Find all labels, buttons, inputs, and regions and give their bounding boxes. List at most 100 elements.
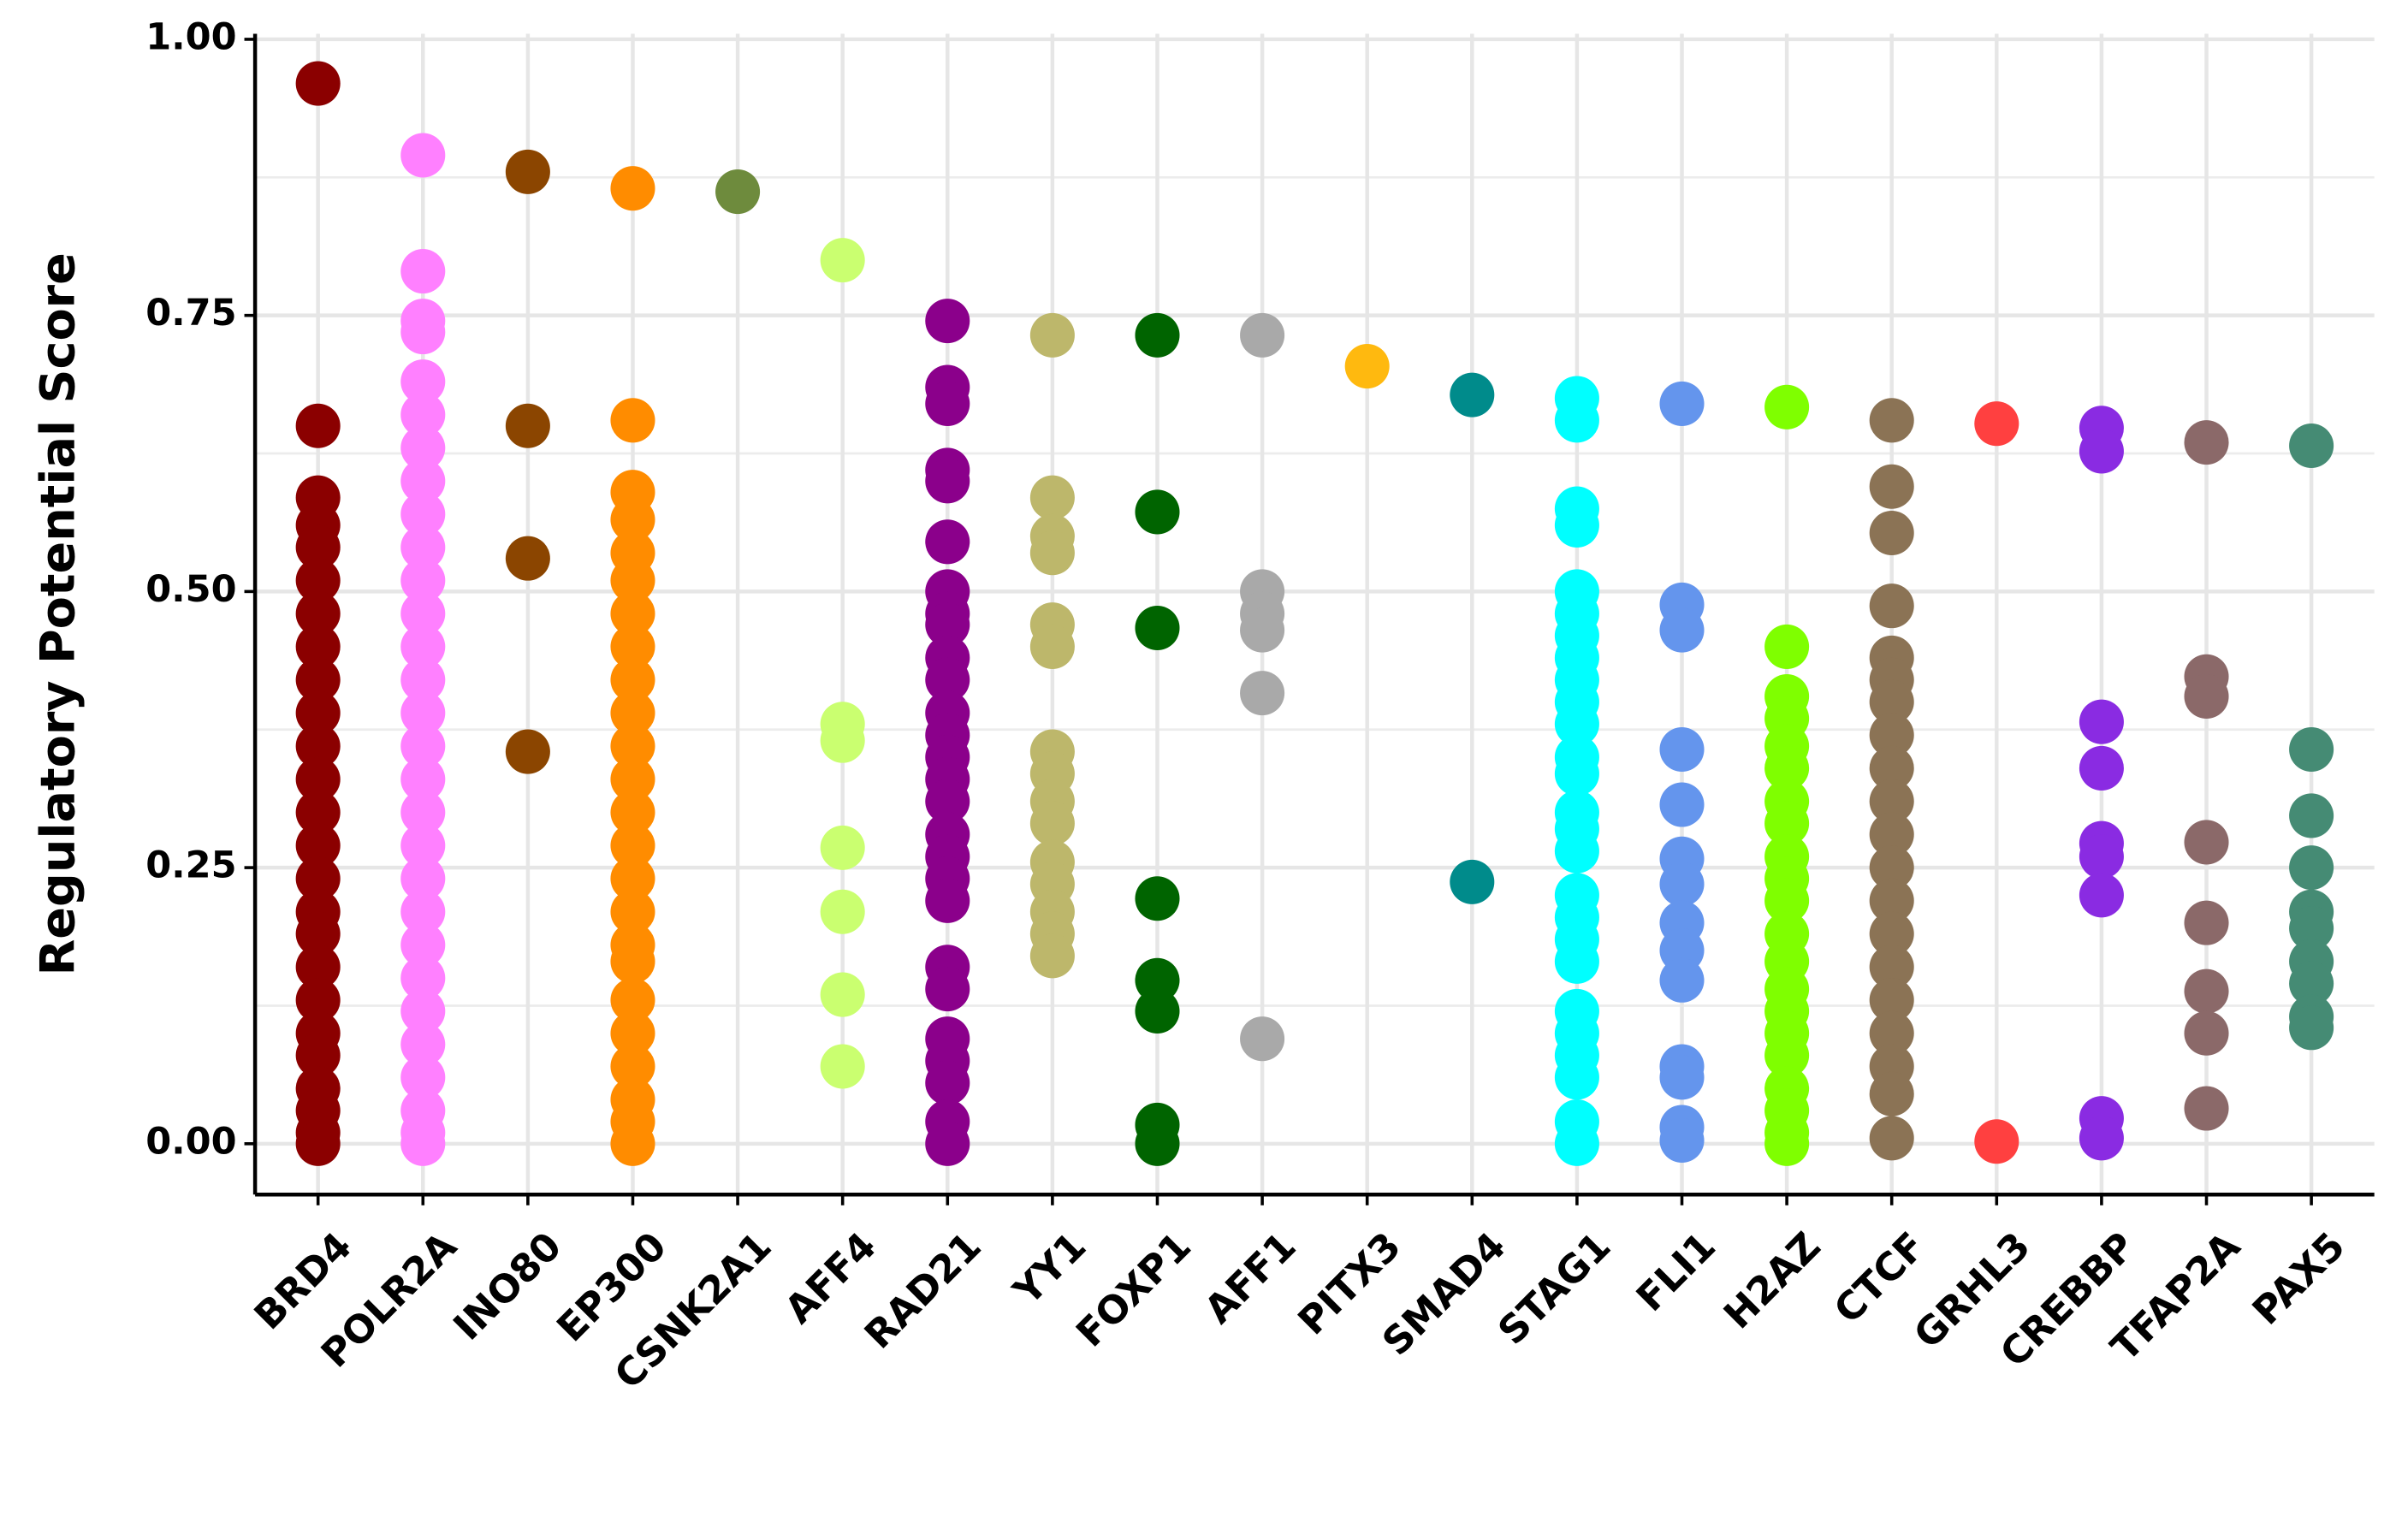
point	[295, 756, 341, 802]
point	[2079, 834, 2124, 880]
point	[2184, 1010, 2229, 1056]
point	[400, 249, 446, 294]
point	[610, 624, 655, 669]
point	[610, 690, 655, 736]
point	[1869, 464, 1914, 509]
point	[295, 624, 341, 669]
point	[505, 149, 550, 194]
point	[2184, 673, 2229, 720]
point	[295, 945, 341, 990]
point	[400, 425, 446, 471]
point	[400, 558, 446, 603]
point	[1764, 878, 1810, 923]
point	[1135, 312, 1180, 358]
point	[505, 729, 550, 774]
point	[400, 1022, 446, 1067]
point	[2184, 968, 2229, 1014]
point	[610, 1121, 655, 1166]
point	[715, 169, 761, 215]
point	[400, 690, 446, 736]
point	[400, 724, 446, 769]
point	[1240, 1016, 1285, 1062]
point	[1869, 583, 1914, 629]
point	[820, 889, 865, 934]
point	[610, 1010, 655, 1056]
point	[925, 1060, 970, 1105]
point	[505, 536, 550, 581]
point	[925, 602, 970, 648]
point	[400, 657, 446, 702]
point	[610, 591, 655, 637]
point	[1029, 624, 1075, 669]
point	[400, 922, 446, 968]
point	[295, 724, 341, 769]
point	[1554, 828, 1599, 874]
point	[1869, 977, 1914, 1023]
point	[400, 790, 446, 835]
point	[2289, 423, 2334, 469]
point	[1974, 401, 2019, 447]
point	[400, 310, 446, 355]
point	[1029, 801, 1075, 846]
point	[610, 939, 655, 984]
point	[2079, 699, 2124, 744]
point	[400, 459, 446, 504]
point	[1869, 398, 1914, 443]
point	[1764, 745, 1810, 791]
point	[295, 524, 341, 570]
point	[295, 977, 341, 1023]
point	[1240, 607, 1285, 653]
point	[610, 1044, 655, 1089]
point	[1554, 751, 1599, 797]
point	[1659, 1117, 1705, 1163]
point	[2289, 1005, 2334, 1051]
point	[1554, 502, 1599, 548]
point	[295, 657, 341, 702]
x-tick-label: INO80	[444, 1223, 570, 1349]
point	[400, 624, 446, 669]
point	[2289, 793, 2334, 838]
point	[1869, 845, 1914, 891]
point	[2289, 961, 2334, 1006]
point	[1869, 745, 1914, 791]
point	[295, 403, 341, 448]
y-tick-label: 0.00	[145, 1120, 236, 1163]
point	[2184, 1086, 2229, 1131]
point	[400, 1055, 446, 1100]
point	[400, 591, 446, 637]
x-tick-label: H2AZ	[1715, 1223, 1830, 1338]
point	[820, 718, 865, 763]
point	[1869, 945, 1914, 990]
point	[1869, 679, 1914, 725]
point	[925, 657, 970, 702]
point	[400, 856, 446, 902]
point	[1135, 489, 1180, 535]
point	[1029, 312, 1075, 358]
point	[2079, 745, 2124, 791]
point	[925, 779, 970, 824]
point	[1135, 1121, 1180, 1166]
point	[610, 398, 655, 443]
point	[1029, 475, 1075, 520]
point	[1554, 939, 1599, 984]
point	[1554, 1121, 1599, 1166]
y-tick-label: 0.25	[145, 844, 236, 887]
point	[1869, 911, 1914, 957]
y-tick-label: 0.75	[145, 292, 236, 335]
point	[610, 166, 655, 211]
point	[1135, 605, 1180, 651]
point	[1029, 530, 1075, 576]
point	[1659, 726, 1705, 773]
point	[2184, 820, 2229, 865]
point	[2079, 1116, 2124, 1161]
x-tick-label: FLI1	[1628, 1223, 1724, 1320]
point	[1659, 381, 1705, 426]
point	[1135, 988, 1180, 1034]
point	[925, 519, 970, 565]
point	[1450, 372, 1495, 418]
point	[1869, 510, 1914, 555]
point	[400, 133, 446, 178]
x-tick-label: PAX5	[2244, 1223, 2354, 1334]
point	[1764, 384, 1810, 429]
